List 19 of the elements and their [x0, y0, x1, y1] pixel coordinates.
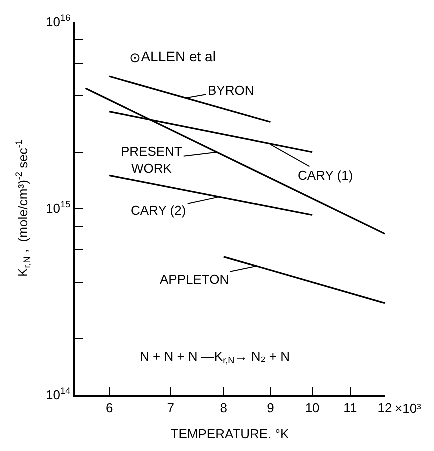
- y-tick-label: 10$^{14}$: [46, 386, 71, 403]
- x-tick-label: 8: [220, 400, 228, 416]
- x-tick-label: 7: [167, 400, 174, 416]
- annotation: N + N + N —K$_{r,N}$→ N₂ + N: [140, 349, 290, 366]
- text: ×10³: [395, 401, 422, 416]
- x-tick-label: 10: [305, 400, 320, 416]
- x-tick-label: 12: [378, 400, 392, 416]
- x-tick-label: 11: [344, 400, 358, 416]
- x-axis-title: TEMPERATURE. °K: [170, 426, 290, 442]
- x-tick-label: 6: [106, 400, 114, 416]
- y-tick-label: 10$^{16}$: [46, 13, 71, 30]
- series-label: ALLEN et al: [141, 48, 216, 65]
- annotation: PRESENT WORK: [121, 144, 182, 176]
- annotation: BYRON: [208, 83, 254, 98]
- annotation: CARY (2): [131, 203, 186, 218]
- x-tick-label: 9: [267, 400, 274, 416]
- y-tick-label: 10$^{15}$: [46, 200, 71, 216]
- annotation: APPLETON: [160, 272, 230, 287]
- annotation: CARY (1): [298, 168, 354, 183]
